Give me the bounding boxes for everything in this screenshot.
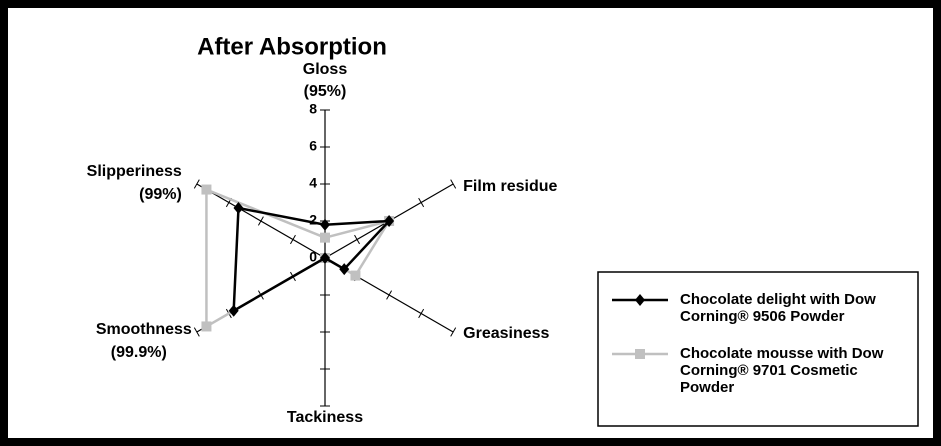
category-label: Slipperiness: [87, 163, 182, 180]
legend-marker: [635, 349, 645, 359]
r-tick-label: 2: [309, 212, 317, 228]
category-label: Tackiness: [287, 409, 363, 426]
tick-mark: [450, 327, 457, 337]
tick-mark: [257, 216, 264, 226]
category-percentage: (99%): [139, 186, 182, 203]
tick-mark: [193, 179, 200, 189]
category-label: Greasiness: [463, 325, 549, 342]
tick-mark: [386, 290, 393, 300]
data-point: [384, 215, 395, 227]
tick-mark: [193, 327, 200, 337]
r-tick-label: 6: [309, 138, 317, 154]
category-percentage: (99.9%): [111, 344, 167, 361]
data-point: [320, 232, 330, 243]
tick-mark: [418, 197, 425, 208]
r-tick-label: 8: [309, 101, 317, 117]
data-point: [201, 321, 212, 332]
tick-mark: [354, 234, 360, 245]
data-point: [350, 270, 361, 281]
r-tick-label: 0: [309, 249, 317, 265]
category-label: Film residue: [463, 178, 557, 195]
legend-label: Chocolate mousse with Dow Corning® 9701 …: [680, 345, 884, 396]
data-point: [233, 202, 244, 215]
tick-mark: [450, 179, 457, 189]
data-point: [201, 184, 212, 195]
data-point: [228, 304, 239, 317]
category-label: Gloss: [303, 61, 348, 78]
category-label: Smoothness: [96, 321, 192, 338]
category-percentage: (95%): [304, 83, 347, 100]
legend-marker: [635, 294, 645, 306]
chart-title: After Absorption: [197, 33, 387, 60]
legend-box: [597, 271, 919, 427]
tick-mark: [418, 308, 425, 319]
data-point: [320, 218, 330, 231]
tick-mark: [290, 234, 296, 245]
r-tick-label: 4: [309, 175, 317, 191]
data-point: [320, 252, 330, 264]
data-point: [339, 263, 350, 276]
legend-label: Chocolate delight with Dow Corning® 9506…: [680, 291, 876, 325]
